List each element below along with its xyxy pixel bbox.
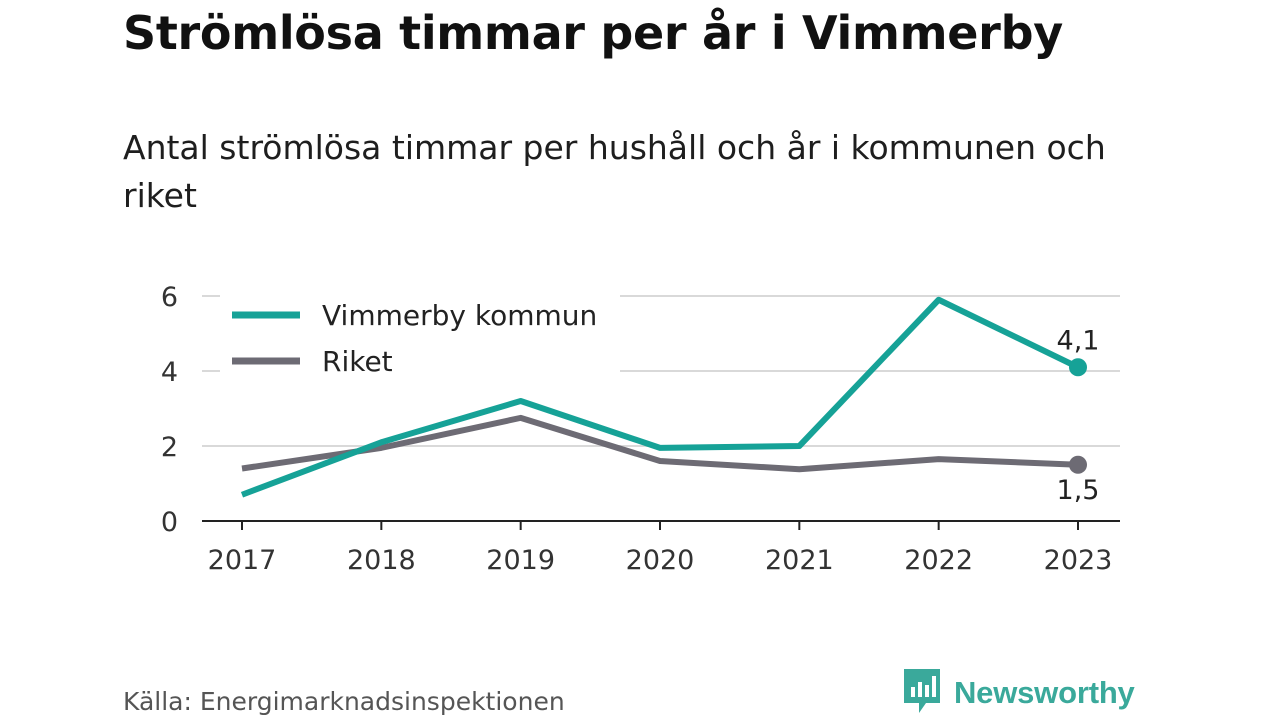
y-tick-label: 2: [161, 432, 178, 463]
end-point-marker: [1069, 455, 1087, 474]
data-label: 1,5: [1057, 475, 1100, 506]
y-tick-label: 4: [161, 357, 178, 388]
legend-background: [220, 288, 620, 384]
x-tick-label: 2017: [208, 545, 277, 576]
x-tick-label: 2018: [347, 545, 416, 576]
legend-label: Vimmerby kommun: [322, 299, 597, 332]
bar-chart-icon: [902, 667, 942, 719]
x-tick-label: 2019: [486, 545, 555, 576]
series-line: [241, 414, 1079, 473]
brand-name: Newsworthy: [954, 675, 1135, 710]
y-tick-label: 6: [161, 282, 178, 313]
legend-label: Riket: [322, 345, 393, 378]
end-point-marker: [1069, 358, 1087, 377]
chart-subtitle: Antal strömlösa timmar per hushåll och å…: [123, 128, 1106, 215]
chart-title: Strömlösa timmar per år i Vimmerby: [123, 6, 1063, 60]
series-line: [240, 296, 1080, 498]
y-tick-label: 0: [161, 507, 178, 538]
x-tick-label: 2021: [765, 545, 834, 576]
source-note: Källa: Energimarknadsinspektionen: [123, 687, 565, 716]
x-tick-label: 2020: [626, 545, 695, 576]
x-tick-label: 2023: [1044, 545, 1113, 576]
x-tick-label: 2022: [904, 545, 973, 576]
data-label: 4,1: [1057, 325, 1100, 356]
newsworthy-logo: Newsworthy: [902, 669, 1135, 717]
